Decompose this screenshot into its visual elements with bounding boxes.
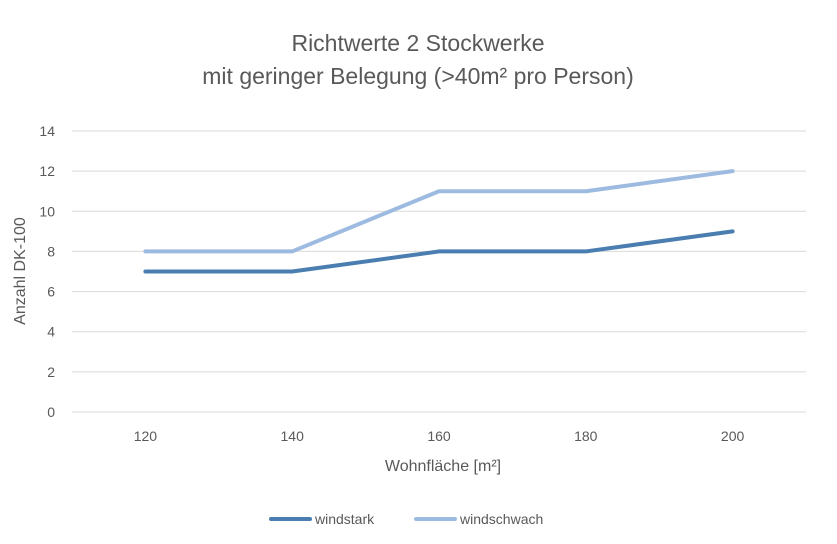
legend-item-windschwach: windschwach <box>414 511 543 527</box>
x-tick-label: 120 <box>134 428 158 444</box>
y-axis-label: Anzahl DK-100 <box>12 217 29 325</box>
legend-label: windschwach <box>459 511 543 527</box>
y-tick-label: 0 <box>47 404 55 420</box>
y-tick-label: 8 <box>47 243 55 259</box>
x-axis-label: Wohnfläche [m²] <box>385 458 501 475</box>
y-tick-label: 12 <box>39 163 55 179</box>
y-axis-ticks: 0 2 4 6 8 10 12 14 <box>39 123 55 420</box>
y-tick-label: 2 <box>47 364 55 380</box>
y-tick-label: 10 <box>39 203 55 219</box>
chart-title-line-2: mit geringer Belegung (>40m² pro Person) <box>202 63 633 89</box>
x-tick-label: 180 <box>574 428 598 444</box>
legend-label: windstark <box>314 511 375 527</box>
legend: windstark windschwach <box>269 511 543 527</box>
chart-title-line-1: Richtwerte 2 Stockwerke <box>291 30 544 56</box>
x-tick-label: 160 <box>427 428 451 444</box>
y-tick-label: 6 <box>47 284 55 300</box>
series-lines <box>143 169 735 274</box>
x-tick-label: 200 <box>721 428 745 444</box>
x-axis-ticks: 120 140 160 180 200 <box>134 428 745 444</box>
x-tick-label: 140 <box>281 428 305 444</box>
y-tick-label: 4 <box>47 324 55 340</box>
y-tick-label: 14 <box>39 123 55 139</box>
legend-item-windstark: windstark <box>269 511 375 527</box>
